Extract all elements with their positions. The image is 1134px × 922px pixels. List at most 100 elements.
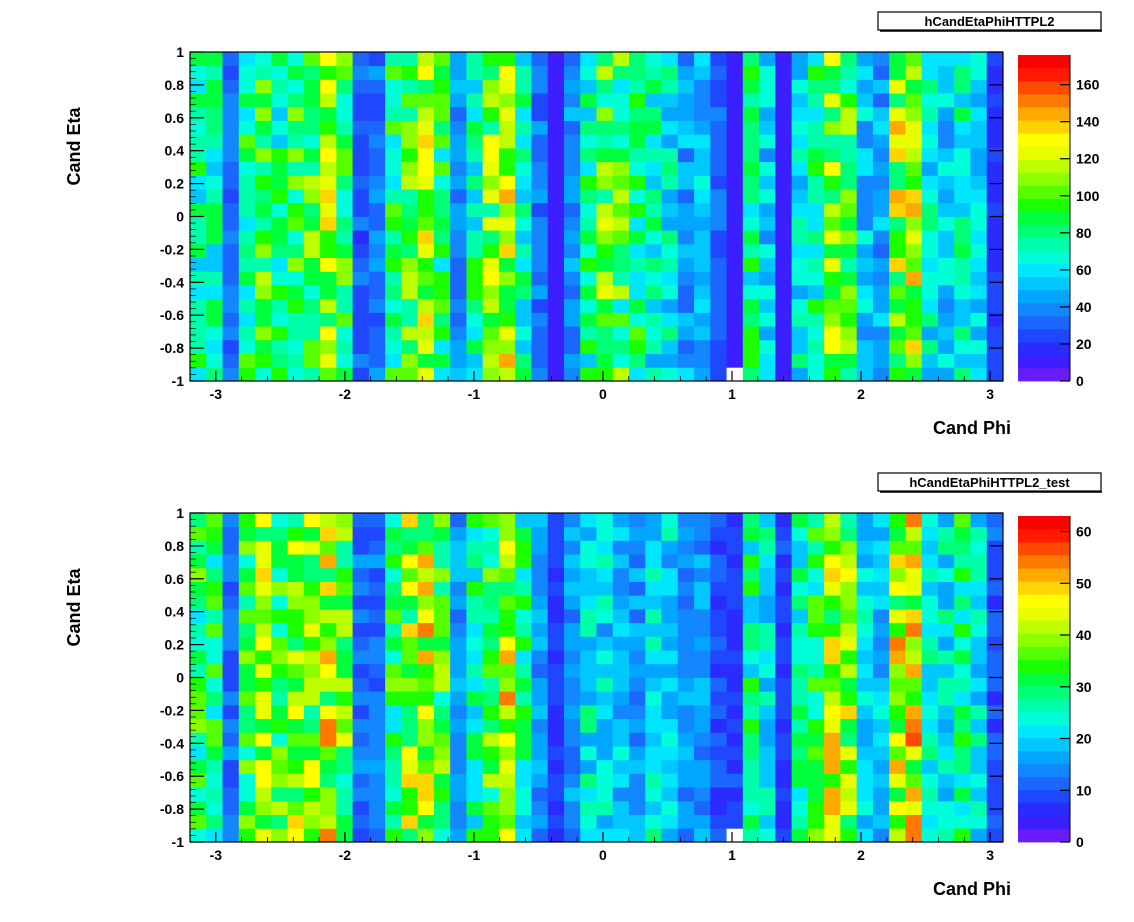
heatmap-cell bbox=[531, 312, 549, 327]
heatmap-cell bbox=[255, 608, 272, 624]
heatmap-cell bbox=[726, 79, 744, 94]
heatmap-cell bbox=[596, 691, 614, 706]
x-tick-label: -1 bbox=[468, 847, 481, 863]
heatmap-cell bbox=[905, 147, 923, 163]
heatmap-cell bbox=[303, 622, 321, 637]
heatmap-cell bbox=[303, 353, 321, 368]
heatmap-cell bbox=[450, 704, 467, 720]
heatmap-cell bbox=[742, 814, 760, 829]
heatmap-cell bbox=[206, 189, 223, 204]
heatmap-cell bbox=[320, 663, 337, 678]
heatmap-cell bbox=[222, 581, 240, 596]
heatmap-cell bbox=[889, 691, 906, 706]
heatmap-cell bbox=[889, 271, 906, 286]
heatmap-cell bbox=[498, 540, 516, 555]
heatmap-cell bbox=[368, 828, 386, 843]
heatmap-cell bbox=[515, 828, 532, 843]
heatmap-cell bbox=[271, 65, 288, 80]
heatmap-cell bbox=[401, 636, 419, 651]
heatmap-cell bbox=[352, 814, 370, 829]
heatmap-cell bbox=[791, 271, 809, 286]
heatmap-cell bbox=[645, 271, 662, 286]
heatmap-cell bbox=[287, 79, 305, 94]
heatmap-cell bbox=[401, 52, 419, 67]
heatmap-cell bbox=[824, 271, 841, 286]
heatmap-cell bbox=[954, 243, 971, 259]
heatmap-cell bbox=[742, 230, 760, 245]
heatmap-cell bbox=[498, 526, 516, 541]
heatmap-cell bbox=[840, 581, 858, 596]
heatmap-cell bbox=[759, 554, 776, 569]
heatmap-cell bbox=[807, 554, 825, 569]
heatmap-cell bbox=[905, 230, 923, 245]
heatmap-cell bbox=[482, 353, 500, 368]
heatmap-cell bbox=[986, 106, 1004, 121]
heatmap-cell bbox=[742, 608, 760, 624]
heatmap-cell bbox=[629, 120, 646, 135]
heatmap-cell bbox=[986, 636, 1004, 651]
heatmap-cell bbox=[937, 52, 955, 67]
heatmap-cell bbox=[401, 540, 419, 555]
heatmap-cell bbox=[547, 663, 565, 678]
heatmap-cell bbox=[824, 567, 841, 582]
heatmap-cell bbox=[450, 189, 467, 204]
heatmap-cell bbox=[531, 93, 549, 108]
heatmap-cell bbox=[352, 800, 370, 815]
heatmap-cell bbox=[563, 339, 581, 354]
heatmap-cell bbox=[320, 175, 337, 190]
heatmap-cell bbox=[287, 52, 305, 67]
heatmap-cell bbox=[645, 298, 662, 313]
heatmap-cell bbox=[222, 326, 240, 341]
heatmap-cell bbox=[580, 608, 597, 624]
heatmap-cell bbox=[563, 828, 581, 843]
heatmap-cell bbox=[336, 704, 353, 720]
heatmap-cell bbox=[206, 540, 223, 555]
heatmap-cell bbox=[937, 106, 955, 121]
color-scale-segment bbox=[1018, 815, 1070, 830]
heatmap-cell bbox=[190, 93, 207, 108]
heatmap-cell bbox=[580, 513, 597, 528]
heatmap-cell bbox=[320, 230, 337, 245]
heatmap-cell bbox=[222, 787, 240, 802]
heatmap-cell bbox=[401, 526, 419, 541]
heatmap-cell bbox=[742, 298, 760, 313]
heatmap-cell bbox=[742, 189, 760, 204]
heatmap-cell bbox=[807, 65, 825, 80]
y-tick-label: 0.8 bbox=[165, 77, 185, 93]
heatmap-cell bbox=[840, 271, 858, 286]
heatmap-cell bbox=[970, 622, 988, 637]
heatmap-cell bbox=[954, 147, 971, 163]
heatmap-cell bbox=[986, 828, 1004, 843]
heatmap-cell bbox=[368, 704, 386, 720]
heatmap-cell bbox=[206, 216, 223, 231]
heatmap-cell bbox=[937, 622, 955, 637]
heatmap-cell bbox=[710, 257, 727, 272]
color-scale-segment bbox=[1018, 81, 1070, 95]
heatmap-cell bbox=[824, 298, 841, 313]
heatmap-cell bbox=[450, 243, 467, 259]
heatmap-cell bbox=[759, 540, 776, 555]
heatmap-cell bbox=[531, 339, 549, 354]
heatmap-cell bbox=[547, 787, 565, 802]
heatmap-cell bbox=[580, 718, 597, 733]
heatmap-cell bbox=[450, 567, 467, 582]
heatmap-cell bbox=[791, 663, 809, 678]
heatmap-cell bbox=[417, 189, 435, 204]
heatmap-cell bbox=[694, 106, 711, 121]
heatmap-cell bbox=[238, 65, 256, 80]
heatmap-cell bbox=[645, 339, 662, 354]
heatmap-cell bbox=[238, 298, 256, 313]
heatmap-cell bbox=[661, 663, 679, 678]
heatmap-cell bbox=[889, 285, 906, 300]
heatmap-cell bbox=[986, 367, 1004, 382]
heatmap-cell bbox=[872, 636, 890, 651]
heatmap-cell bbox=[677, 271, 695, 286]
heatmap-cell bbox=[368, 787, 386, 802]
heatmap-cell bbox=[694, 79, 711, 94]
heatmap-cell bbox=[840, 93, 858, 108]
heatmap-cell bbox=[694, 326, 711, 341]
heatmap-cell bbox=[791, 120, 809, 135]
heatmap-cell bbox=[905, 540, 923, 555]
heatmap-cell bbox=[303, 285, 321, 300]
heatmap-cell bbox=[824, 243, 841, 259]
